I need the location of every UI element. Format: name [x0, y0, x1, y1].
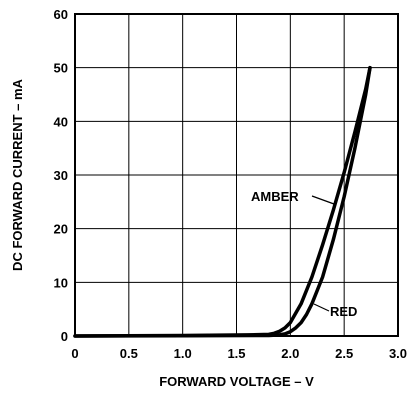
y-tick-label: 20	[54, 222, 68, 237]
y-tick-label: 60	[54, 7, 68, 22]
series-group	[73, 65, 372, 338]
y-tick-label: 0	[61, 329, 68, 344]
x-tick-label: 0.5	[120, 346, 138, 361]
x-tick-label: 2.5	[335, 346, 353, 361]
y-tick-label: 30	[54, 168, 68, 183]
y-tick-label: 40	[54, 114, 68, 129]
series-labels: AMBER RED	[251, 189, 357, 319]
x-tick-label: 0	[71, 346, 78, 361]
x-tick-label: 2.0	[281, 346, 299, 361]
y-tick-labels: 0 10 20 30 40 50 60	[54, 7, 68, 344]
x-tick-label: 1.0	[174, 346, 192, 361]
y-tick-label: 50	[54, 61, 68, 76]
x-axis-label: FORWARD VOLTAGE – V	[159, 374, 314, 389]
series-line-red	[73, 65, 372, 338]
series-label-amber: AMBER	[251, 189, 299, 204]
leader-line-red	[313, 303, 330, 312]
x-tick-label: 1.5	[227, 346, 245, 361]
series-label-red: RED	[330, 304, 357, 319]
y-tick-label: 10	[54, 275, 68, 290]
series-line-amber	[73, 65, 372, 338]
y-axis-label: DC FORWARD CURRENT – mA	[10, 78, 25, 270]
x-tick-labels: 0 0.5 1.0 1.5 2.0 2.5 3.0	[71, 346, 407, 361]
leader-line-amber	[311, 195, 335, 205]
x-tick-label: 3.0	[389, 346, 407, 361]
